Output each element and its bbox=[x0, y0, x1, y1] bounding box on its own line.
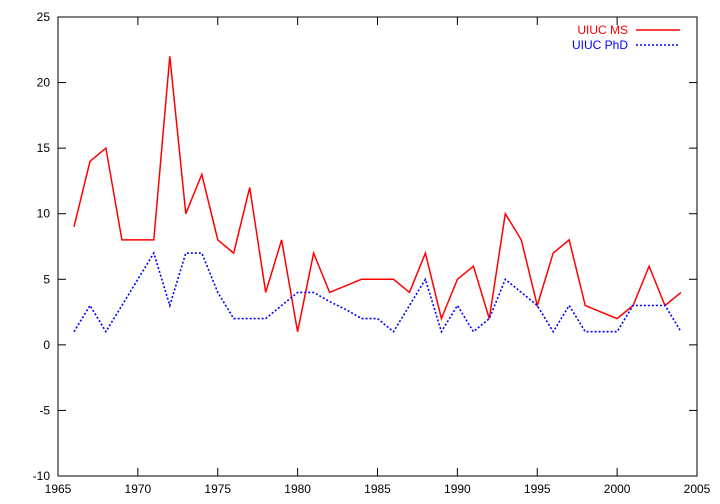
plot-frame bbox=[57, 16, 698, 477]
series-line-uiuc-ms bbox=[73, 56, 682, 332]
x-tick-label: 1980 bbox=[284, 482, 311, 496]
legend-label: UIUC MS bbox=[577, 23, 628, 37]
x-tick-label: 1970 bbox=[125, 482, 152, 496]
x-tick-label: 2005 bbox=[684, 482, 711, 496]
series-line-uiuc-phd bbox=[73, 251, 682, 334]
y-tick-label: 15 bbox=[37, 141, 51, 155]
x-tick-label: 1985 bbox=[364, 482, 391, 496]
y-tick-label: 25 bbox=[37, 10, 51, 24]
x-tick-label: 2000 bbox=[604, 482, 631, 496]
y-tick-label: -10 bbox=[33, 469, 51, 483]
x-tick-label: 1975 bbox=[204, 482, 231, 496]
x-tick-label: 1965 bbox=[45, 482, 72, 496]
x-tick-label: 1990 bbox=[444, 482, 471, 496]
axis-tick-labels: 1965 1970 1975 1980 1985 1990 1995 2000 2005-10-… bbox=[33, 10, 711, 496]
y-tick-label: -5 bbox=[39, 403, 50, 417]
y-tick-label: 20 bbox=[37, 76, 51, 90]
series-lines bbox=[73, 56, 682, 334]
y-tick-label: 5 bbox=[43, 272, 50, 286]
x-tick-label: 1995 bbox=[524, 482, 551, 496]
legend-label: UIUC PhD bbox=[572, 38, 628, 52]
y-tick-label: 10 bbox=[37, 207, 51, 221]
axis-ticks bbox=[57, 16, 698, 477]
y-tick-label: 0 bbox=[43, 338, 50, 352]
